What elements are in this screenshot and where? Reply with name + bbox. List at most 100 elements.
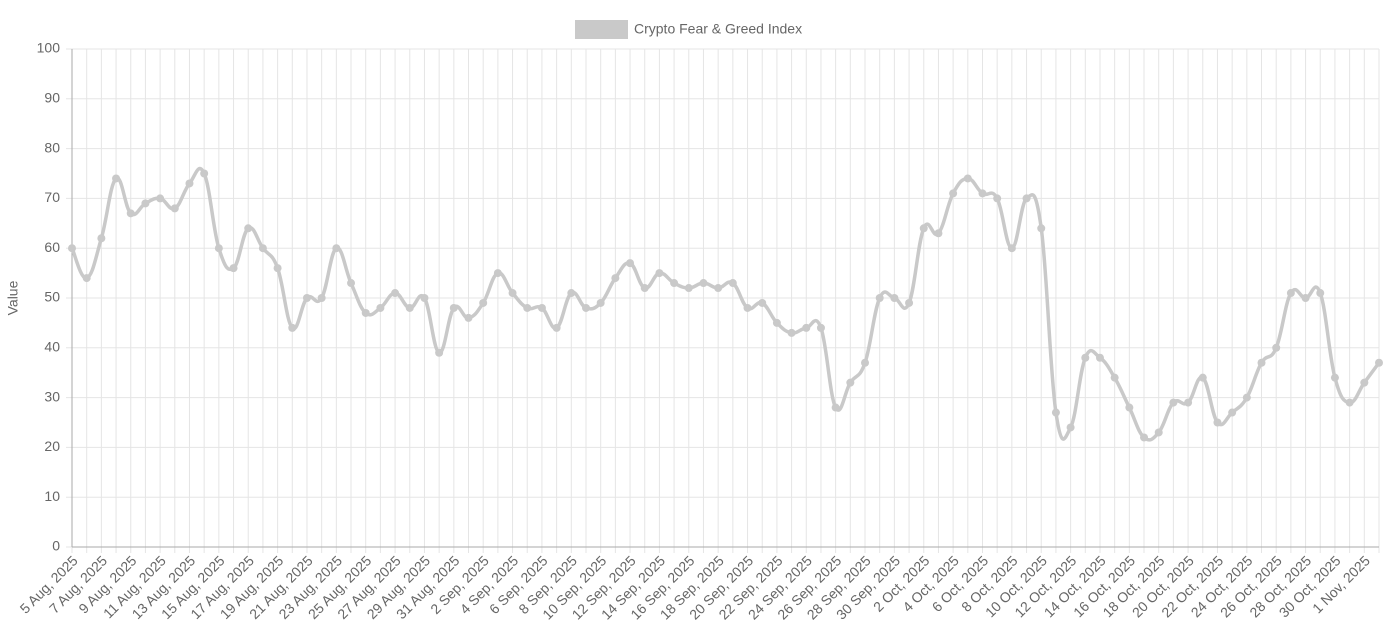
point bbox=[919, 224, 928, 233]
point bbox=[934, 229, 943, 238]
point bbox=[1301, 294, 1310, 302]
point bbox=[772, 318, 781, 327]
y-tick-label: 20 bbox=[44, 438, 60, 454]
y-tick-label: 80 bbox=[44, 139, 60, 155]
point bbox=[1375, 358, 1383, 367]
point bbox=[508, 289, 517, 298]
point bbox=[1242, 393, 1251, 402]
point bbox=[68, 244, 76, 253]
point bbox=[1037, 224, 1046, 233]
point bbox=[552, 323, 561, 332]
point bbox=[1007, 244, 1016, 253]
point bbox=[1345, 398, 1354, 407]
point bbox=[875, 294, 884, 302]
point bbox=[714, 284, 723, 293]
point bbox=[758, 298, 767, 307]
point bbox=[288, 323, 297, 332]
point bbox=[1330, 373, 1339, 382]
point bbox=[1169, 398, 1178, 407]
point bbox=[1228, 408, 1237, 417]
point bbox=[449, 303, 458, 312]
y-tick-label: 100 bbox=[37, 40, 61, 56]
point bbox=[816, 323, 825, 332]
point bbox=[156, 194, 165, 203]
point bbox=[1125, 403, 1134, 412]
y-tick-label: 90 bbox=[44, 90, 60, 106]
point bbox=[317, 294, 326, 302]
point bbox=[112, 174, 121, 183]
point bbox=[391, 289, 400, 298]
point bbox=[1022, 194, 1031, 203]
point bbox=[258, 244, 267, 253]
point bbox=[1198, 373, 1207, 382]
point bbox=[361, 308, 370, 317]
point bbox=[464, 313, 473, 322]
point bbox=[581, 303, 590, 312]
point bbox=[802, 323, 811, 332]
point bbox=[993, 194, 1002, 203]
point bbox=[1360, 378, 1369, 387]
point bbox=[699, 279, 708, 288]
point bbox=[728, 279, 737, 288]
point bbox=[493, 269, 502, 278]
point bbox=[435, 348, 444, 357]
point bbox=[185, 179, 194, 188]
point bbox=[214, 244, 223, 253]
point bbox=[978, 189, 987, 198]
point bbox=[567, 289, 576, 298]
point bbox=[347, 279, 356, 288]
point bbox=[670, 279, 679, 288]
point bbox=[787, 328, 796, 337]
point bbox=[1051, 408, 1060, 417]
point bbox=[273, 264, 282, 273]
point bbox=[376, 303, 385, 312]
point bbox=[332, 244, 341, 253]
point bbox=[626, 259, 635, 268]
point bbox=[97, 234, 106, 243]
point bbox=[1257, 358, 1266, 367]
point bbox=[126, 209, 135, 218]
legend-swatch bbox=[575, 20, 628, 39]
point bbox=[1213, 418, 1222, 427]
point bbox=[1272, 343, 1281, 352]
point bbox=[170, 204, 179, 213]
point bbox=[1140, 433, 1149, 442]
point bbox=[200, 169, 209, 178]
point bbox=[743, 303, 752, 312]
point bbox=[537, 303, 546, 312]
point bbox=[890, 294, 899, 302]
y-tick-label: 60 bbox=[44, 239, 60, 255]
y-tick-label: 50 bbox=[44, 289, 60, 305]
point bbox=[82, 274, 91, 283]
point bbox=[244, 224, 253, 233]
point bbox=[1154, 428, 1163, 437]
line bbox=[70, 166, 1381, 442]
y-tick-label: 40 bbox=[44, 339, 60, 355]
point bbox=[479, 298, 488, 307]
point bbox=[1066, 423, 1075, 432]
y-tick-label: 0 bbox=[52, 538, 60, 554]
point bbox=[905, 298, 914, 307]
legend-label: Crypto Fear & Greed Index bbox=[634, 21, 802, 37]
y-tick-label: 30 bbox=[44, 388, 60, 404]
point bbox=[611, 274, 620, 283]
point bbox=[405, 303, 414, 312]
point bbox=[1286, 289, 1295, 298]
point bbox=[640, 284, 649, 293]
point bbox=[141, 199, 150, 208]
point bbox=[1110, 373, 1119, 382]
point bbox=[963, 174, 972, 183]
point bbox=[302, 294, 311, 302]
point bbox=[1095, 353, 1104, 362]
point bbox=[1184, 398, 1193, 407]
point bbox=[596, 298, 605, 307]
point bbox=[1081, 353, 1090, 362]
y-tick-label: 70 bbox=[44, 189, 60, 205]
point bbox=[861, 358, 870, 367]
y-tick-label: 10 bbox=[44, 488, 60, 504]
point bbox=[229, 264, 238, 273]
point bbox=[1316, 289, 1325, 298]
point bbox=[949, 189, 958, 198]
